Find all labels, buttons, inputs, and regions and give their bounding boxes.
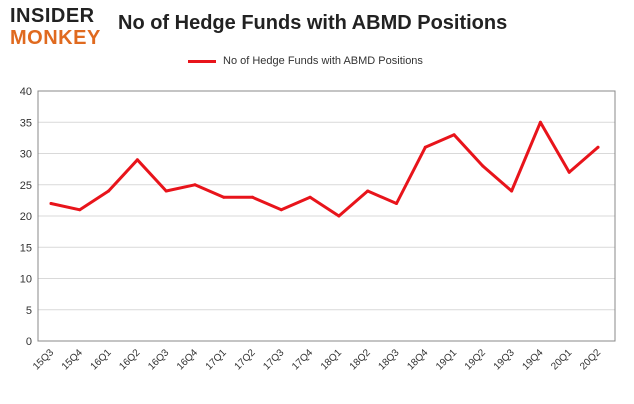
- x-tick-label: 18Q2: [348, 347, 373, 372]
- data-point: [394, 202, 398, 205]
- x-tick-label: 19Q4: [520, 347, 545, 372]
- insider-monkey-logo: INSIDER MONKEY: [10, 5, 114, 51]
- data-point: [279, 208, 283, 212]
- x-tick-label: 19Q2: [463, 347, 488, 372]
- y-tick-label: 30: [20, 149, 32, 161]
- data-point: [596, 145, 600, 149]
- data-point: [538, 120, 542, 124]
- legend-swatch: [188, 59, 216, 63]
- x-tick-label: 20Q1: [549, 347, 574, 372]
- y-tick-label: 25: [20, 180, 32, 192]
- x-tick-label: 15Q3: [31, 347, 56, 372]
- data-point: [423, 145, 427, 149]
- data-point: [107, 189, 111, 193]
- y-tick-label: 20: [20, 211, 32, 223]
- x-tick-label: 18Q3: [377, 347, 402, 372]
- x-tick-label: 15Q4: [60, 347, 85, 372]
- data-point: [164, 189, 168, 193]
- x-tick-label: 17Q1: [204, 347, 229, 372]
- data-point: [567, 170, 571, 174]
- y-tick-label: 35: [20, 117, 32, 129]
- data-point: [49, 202, 53, 205]
- x-tick-label: 19Q3: [492, 347, 517, 372]
- x-tick-label: 16Q3: [146, 347, 171, 372]
- x-tick-label: 16Q4: [175, 347, 200, 372]
- data-point: [78, 208, 82, 212]
- data-point: [308, 195, 312, 199]
- data-point: [222, 195, 226, 199]
- data-point: [251, 195, 255, 199]
- data-point: [452, 133, 456, 137]
- x-tick-label: 18Q4: [405, 347, 430, 372]
- logo-line-1: INSIDER: [10, 5, 95, 27]
- plot-frame: [37, 90, 616, 342]
- legend-label: No of Hedge Funds with ABMD Positions: [223, 55, 423, 67]
- chart-legend: No of Hedge Funds with ABMD Positions: [188, 53, 423, 69]
- x-tick-label: 16Q2: [117, 347, 142, 372]
- data-point: [510, 189, 514, 193]
- x-tick-label: 18Q1: [319, 347, 344, 372]
- y-tick-label: 10: [20, 274, 32, 286]
- data-point: [337, 214, 341, 218]
- x-tick-label: 17Q3: [261, 347, 286, 372]
- y-tick-label: 5: [26, 305, 32, 317]
- series-line: [49, 120, 600, 218]
- chart-title: No of Hedge Funds with ABMD Positions: [118, 12, 508, 34]
- logo-line-2: MONKEY: [10, 27, 101, 49]
- data-point: [366, 189, 370, 193]
- data-point: [193, 183, 197, 187]
- data-point: [135, 158, 139, 162]
- x-tick-label: 17Q4: [290, 347, 315, 372]
- x-tick-label: 16Q1: [89, 347, 114, 372]
- y-tick-label: 15: [20, 242, 32, 254]
- y-tick-label: 0: [26, 336, 32, 348]
- x-tick-label: 17Q2: [233, 347, 258, 372]
- x-tick-label: 19Q1: [434, 347, 459, 372]
- x-tick-label: 20Q2: [578, 347, 603, 372]
- data-point: [481, 164, 485, 168]
- y-tick-label: 40: [20, 86, 32, 98]
